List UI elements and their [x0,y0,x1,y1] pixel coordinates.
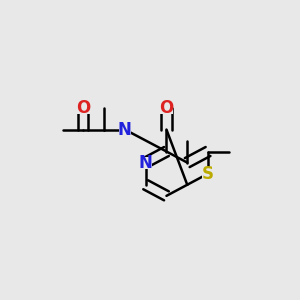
Bar [77,102,90,114]
Bar [118,124,131,136]
Bar [202,168,214,180]
Text: S: S [202,165,214,183]
Text: O: O [159,99,174,117]
Text: N: N [139,154,153,172]
Text: N: N [118,121,132,139]
Bar [139,157,152,169]
Text: O: O [76,99,90,117]
Bar [160,102,173,114]
